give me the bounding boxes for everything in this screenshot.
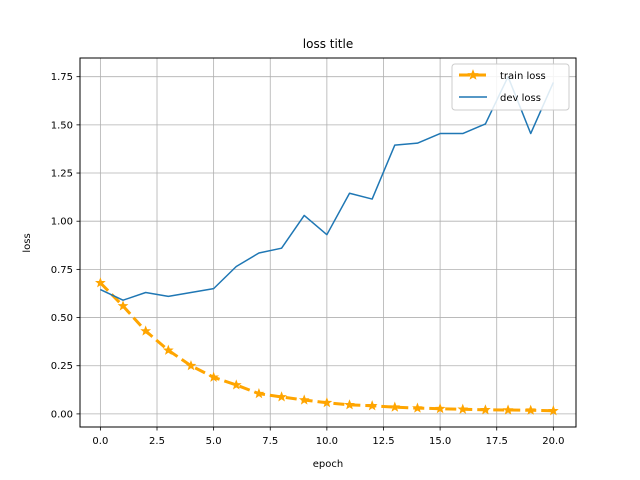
y-tick-label: 1.00	[51, 217, 73, 228]
train-loss-point	[253, 388, 265, 399]
train-loss-point	[547, 405, 559, 416]
train-loss-point	[434, 403, 446, 414]
y-tick-label: 0.75	[51, 265, 73, 276]
train-loss-point	[457, 403, 469, 414]
train-loss-point	[366, 400, 378, 411]
plot-frame	[79, 57, 577, 428]
y-tick-label: 0.50	[51, 313, 73, 324]
legend-train-loss-label: train loss	[500, 71, 546, 82]
legend-dev-loss-label: dev loss	[500, 93, 541, 104]
legend-train-loss-marker	[467, 69, 479, 80]
y-tick-label: 1.75	[51, 72, 73, 83]
x-tick-label: 12.5	[372, 436, 394, 447]
train-loss-point	[185, 360, 197, 371]
x-tick-label: 0.0	[92, 436, 108, 447]
x-tick-label: 20.0	[542, 436, 564, 447]
chart-title: loss title	[303, 37, 353, 51]
train-loss-point	[412, 402, 423, 413]
train-loss-point	[95, 277, 106, 288]
train-loss-point	[230, 379, 242, 390]
x-axis-label: epoch	[313, 459, 343, 470]
train-loss-point	[525, 404, 537, 415]
train-loss-point	[389, 401, 401, 412]
dev-loss-line	[100, 75, 555, 301]
ticks: 0.0 2.5 5.0 7.5 10.0 12.5 15.0 17.5 20.0 0.00 0.25…	[51, 72, 565, 447]
train-loss-point	[480, 404, 491, 415]
grid	[80, 58, 576, 427]
x-tick-label: 2.5	[149, 436, 165, 447]
train-loss-point	[117, 300, 129, 311]
series-layer	[95, 75, 559, 416]
x-tick-label: 17.5	[486, 436, 508, 447]
train-loss-point	[344, 399, 355, 410]
x-tick-label: 10.0	[316, 436, 338, 447]
y-tick-label: 0.25	[51, 361, 73, 372]
y-axis-label: loss	[22, 233, 33, 252]
x-tick-label: 15.0	[429, 436, 451, 447]
legend: train loss dev loss	[451, 63, 570, 111]
x-tick-label: 5.0	[206, 436, 222, 447]
y-tick-label: 1.50	[51, 120, 73, 131]
train-loss-point	[140, 325, 152, 336]
train-loss-point	[276, 391, 287, 402]
train-loss-point	[208, 371, 219, 382]
y-tick-label: 1.25	[51, 169, 73, 180]
x-tick-label: 7.5	[262, 436, 278, 447]
train-loss-point	[298, 394, 310, 405]
train-loss-point	[162, 344, 174, 355]
train-loss-point	[502, 404, 514, 415]
y-tick-label: 0.00	[51, 409, 73, 420]
train-loss-point	[321, 397, 333, 408]
